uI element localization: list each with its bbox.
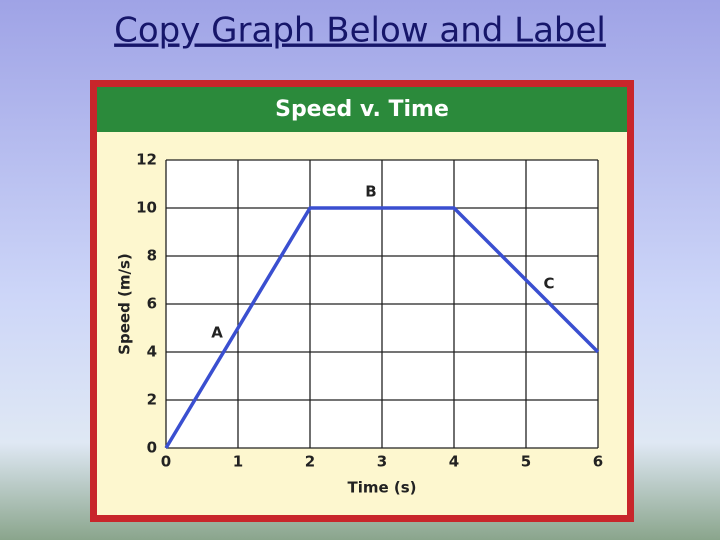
x-tick-label: 3 [377, 453, 387, 471]
speed-line [164, 206, 600, 449]
x-tick-label: 5 [521, 453, 531, 471]
y-axis-label: Speed (m/s) [116, 253, 134, 355]
y-tick-label: 6 [147, 295, 157, 313]
chart-header [97, 87, 627, 132]
y-tick-label: 10 [136, 199, 157, 217]
x-tick-label: 0 [161, 453, 171, 471]
annotation: B [365, 183, 376, 201]
annotation: A [211, 324, 223, 342]
x-tick-label: 4 [449, 453, 459, 471]
y-tick-label: 2 [147, 391, 157, 409]
x-tick-label: 6 [593, 453, 603, 471]
y-tick-label: 0 [147, 439, 157, 457]
x-tick-label: 2 [305, 453, 315, 471]
y-tick-label: 8 [147, 247, 157, 265]
y-tick-label: 12 [136, 151, 157, 169]
y-tick-label: 4 [147, 343, 157, 361]
slide-title: Copy Graph Below and Label [114, 11, 606, 51]
annotation: C [543, 275, 554, 293]
x-axis-label: Time (s) [347, 479, 416, 497]
x-tick-label: 1 [233, 453, 243, 471]
chart-title: Speed v. Time [275, 97, 449, 122]
